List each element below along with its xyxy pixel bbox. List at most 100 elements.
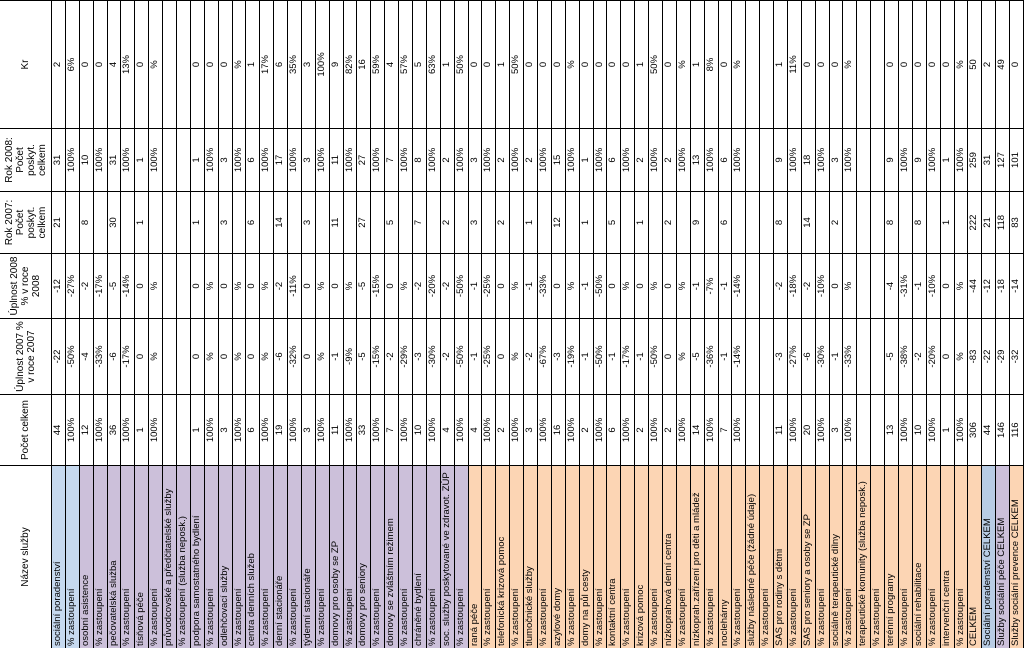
value-cell: 0 [190,253,205,318]
value-cell: 0 [926,0,941,128]
value-cell: 9 [885,128,900,191]
value-cell: % [676,253,691,318]
value-cell: 33 [357,394,372,465]
header-completeness-2008: Úplnost 2008 % v roce 2008 [0,253,52,318]
value-cell: -36% [704,318,719,394]
value-cell: 0 [468,0,483,128]
value-cell: % [315,318,330,394]
value-cell: 0 [940,253,955,318]
header-service-name: Název služby [0,465,52,648]
service-name-cell: domovy pro osoby se ZP [329,465,344,648]
value-cell: % [676,0,691,128]
value-cell: 8 [774,191,788,253]
value-cell: 8% [704,0,719,128]
value-cell: 0 [218,318,233,394]
value-cell: 0 [551,253,566,318]
value-cell: -32 [1010,318,1024,394]
value-cell [871,318,886,394]
value-cell: 259 [968,128,983,191]
value-cell: -6 [107,318,122,394]
value-cell: 11 [329,128,344,191]
value-cell [815,191,830,253]
value-cell [163,253,177,318]
value-cell: % [343,253,358,318]
value-cell: 6 [274,0,289,128]
value-cell [93,191,108,253]
value-cell: -50% [649,318,663,394]
value-cell: 59% [371,0,386,128]
value-cell [176,253,191,318]
value-cell: 0 [301,318,316,394]
value-cell: 100% [232,128,247,191]
value-cell [176,128,191,191]
value-cell: % [232,253,247,318]
value-cell: -3 [774,318,788,394]
value-cell [746,0,761,128]
value-cell: 2 [440,128,455,191]
service-name-cell: sociální poradenství [52,465,66,648]
value-cell: % [204,253,219,318]
value-cell: 100% [621,128,636,191]
table-row: terénní programy 13 -5 -4 8 9 0 [885,0,900,648]
value-cell [871,253,886,318]
service-name-cell: % zastoupení [315,465,330,648]
value-cell: -1 [524,253,538,318]
value-cell: 100% [815,128,830,191]
value-cell: 100% [149,128,164,191]
value-cell: 0 [899,0,913,128]
value-cell [65,191,80,253]
value-cell: 0 [190,0,205,128]
value-cell: -4 [79,318,94,394]
value-cell [163,0,177,128]
value-cell: % [649,253,663,318]
value-cell: % [676,318,691,394]
value-cell: 18 [801,128,816,191]
table-row: tísňová péče 1 0 0 1 1 0 [135,0,150,648]
value-cell: -67% [538,318,552,394]
value-cell: -30% [426,318,441,394]
service-name-cell: % zastoupení [732,465,747,648]
value-cell: 1 [190,191,205,253]
value-cell: -18 [996,253,1011,318]
table-row: % zastoupení 100%%% 100%% [954,0,969,648]
value-cell: 7 [413,191,427,253]
value-cell: 2 [662,394,677,465]
value-cell: 100% [704,128,719,191]
value-cell: 21 [52,191,66,253]
table-row: podpora samostatného bydlení 1 0 0 1 1 0 [190,0,205,648]
value-cell: % [232,318,247,394]
table-row: % zastoupení 100%%% 100% 100% [315,0,330,648]
service-name-cell: % zastoupení [482,465,497,648]
value-cell [676,191,691,253]
value-cell: 0 [190,318,205,394]
value-cell: 100% [787,394,802,465]
value-cell: 100% [204,128,219,191]
value-cell: 3 [301,128,316,191]
table-row: % zastoupení 100% -25% -25% 100% 0 [482,0,497,648]
value-cell: -31% [899,253,913,318]
table-row: % zastoupení 100% -36% -7% 100% 8% [704,0,719,648]
value-cell: % [843,253,858,318]
value-cell: 3 [301,0,316,128]
value-cell: 0 [829,0,844,128]
value-cell: 6 [718,128,733,191]
value-cell: 10 [912,394,927,465]
value-cell: -32% [288,318,302,394]
service-name-cell: % zastoupení [204,465,219,648]
value-cell: 100% [371,394,386,465]
value-cell: 0 [662,0,677,128]
value-cell: 100% [510,128,525,191]
value-cell [163,191,177,253]
value-cell: 0 [538,0,552,128]
table-row: % zastoupení [871,0,886,648]
value-cell: 0 [496,318,511,394]
value-cell: 0 [607,0,622,128]
value-cell [482,191,497,253]
service-name-cell: sociální rehabilitace [912,465,927,648]
value-cell: 100% [232,394,247,465]
value-cell [857,318,872,394]
value-cell: 100% [93,394,108,465]
value-cell: 0 [329,253,344,318]
service-name-cell: průvodcovské a předčitatelské služby [163,465,177,648]
value-cell: 2 [496,128,511,191]
